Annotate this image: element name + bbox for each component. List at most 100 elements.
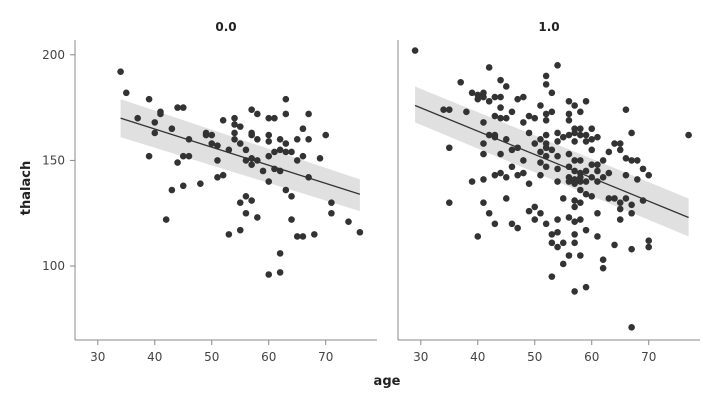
data-point [151,119,159,126]
data-point [548,239,556,247]
data-point [594,233,601,240]
data-point [248,155,255,162]
data-point [236,123,244,130]
data-point [497,93,504,101]
data-point [242,193,250,200]
data-point [565,131,573,139]
data-point [537,148,544,156]
data-point [282,148,290,156]
data-point [305,174,312,181]
data-point [282,95,290,103]
panel-1-regression [414,104,689,219]
data-point [611,140,618,147]
data-point [628,129,635,137]
panel-1-x-ticks: 30 40 50 60 70 [413,340,656,364]
data-point [468,178,476,185]
x-tick-label: 60 [261,350,276,364]
data-point [168,125,176,133]
data-point [480,140,487,147]
data-point [565,178,573,185]
data-point [588,135,596,143]
data-point [276,269,284,276]
panel-0-ci-band [120,99,360,212]
data-point [514,224,521,232]
data-point [491,220,499,228]
data-point [185,135,193,143]
data-point [542,163,550,171]
data-point [571,102,578,109]
x-tick-label: 30 [90,350,105,364]
data-point [445,106,453,114]
data-point [179,152,187,160]
data-point [582,131,590,139]
data-point [151,129,159,137]
data-point [254,135,261,143]
data-point [316,155,324,162]
data-point [634,157,641,164]
data-point [537,159,544,166]
data-point [293,233,301,240]
data-point [276,135,284,143]
panel-0: 0.0 30 40 50 60 70 100 150 200 [42,20,377,364]
data-point [248,197,255,204]
x-tick-label: 50 [204,350,219,364]
data-point [571,197,578,204]
data-point [542,81,550,88]
data-point [628,209,635,217]
y-tick-label: 150 [42,153,65,167]
data-point [577,199,584,206]
data-point [502,174,510,181]
data-point [514,144,521,152]
data-point [605,169,613,177]
data-point [265,178,273,185]
data-point [440,106,447,114]
data-point [311,231,318,238]
data-point [577,157,584,164]
data-point [219,116,227,124]
data-point [577,131,584,139]
panel-1-points [411,47,692,331]
data-point [485,131,493,139]
x-tick-label: 60 [584,350,599,364]
data-point [497,76,504,84]
data-point [328,209,335,217]
data-point [542,131,550,139]
data-point [611,195,618,202]
data-point [242,157,250,164]
data-point [628,324,635,331]
data-point [491,112,499,120]
data-point [565,163,573,171]
data-point [117,68,124,75]
data-point [622,171,630,179]
data-point [236,199,244,206]
data-point [565,110,573,118]
data-point [145,95,153,103]
data-point [502,83,510,90]
data-point [531,216,539,223]
data-point [231,129,238,137]
panel-1-regression-line [414,104,689,219]
data-point [491,93,499,101]
data-point [599,256,607,264]
data-point [554,243,561,251]
data-point [616,199,624,206]
data-point [356,228,364,236]
data-point [582,97,590,105]
data-point [299,125,307,133]
panel-0-y-ticks: 100 150 200 [42,48,75,273]
data-point [559,260,567,268]
data-point [179,104,187,111]
data-point [645,243,653,251]
data-point [299,152,307,160]
data-point [577,108,584,116]
data-point [554,165,561,173]
data-point [537,171,544,179]
data-point [225,146,233,154]
data-point [571,203,578,211]
data-point [214,142,221,149]
data-point [605,195,613,202]
data-point [577,125,584,133]
data-point [582,138,590,145]
data-point [242,209,250,217]
data-point [231,135,238,143]
